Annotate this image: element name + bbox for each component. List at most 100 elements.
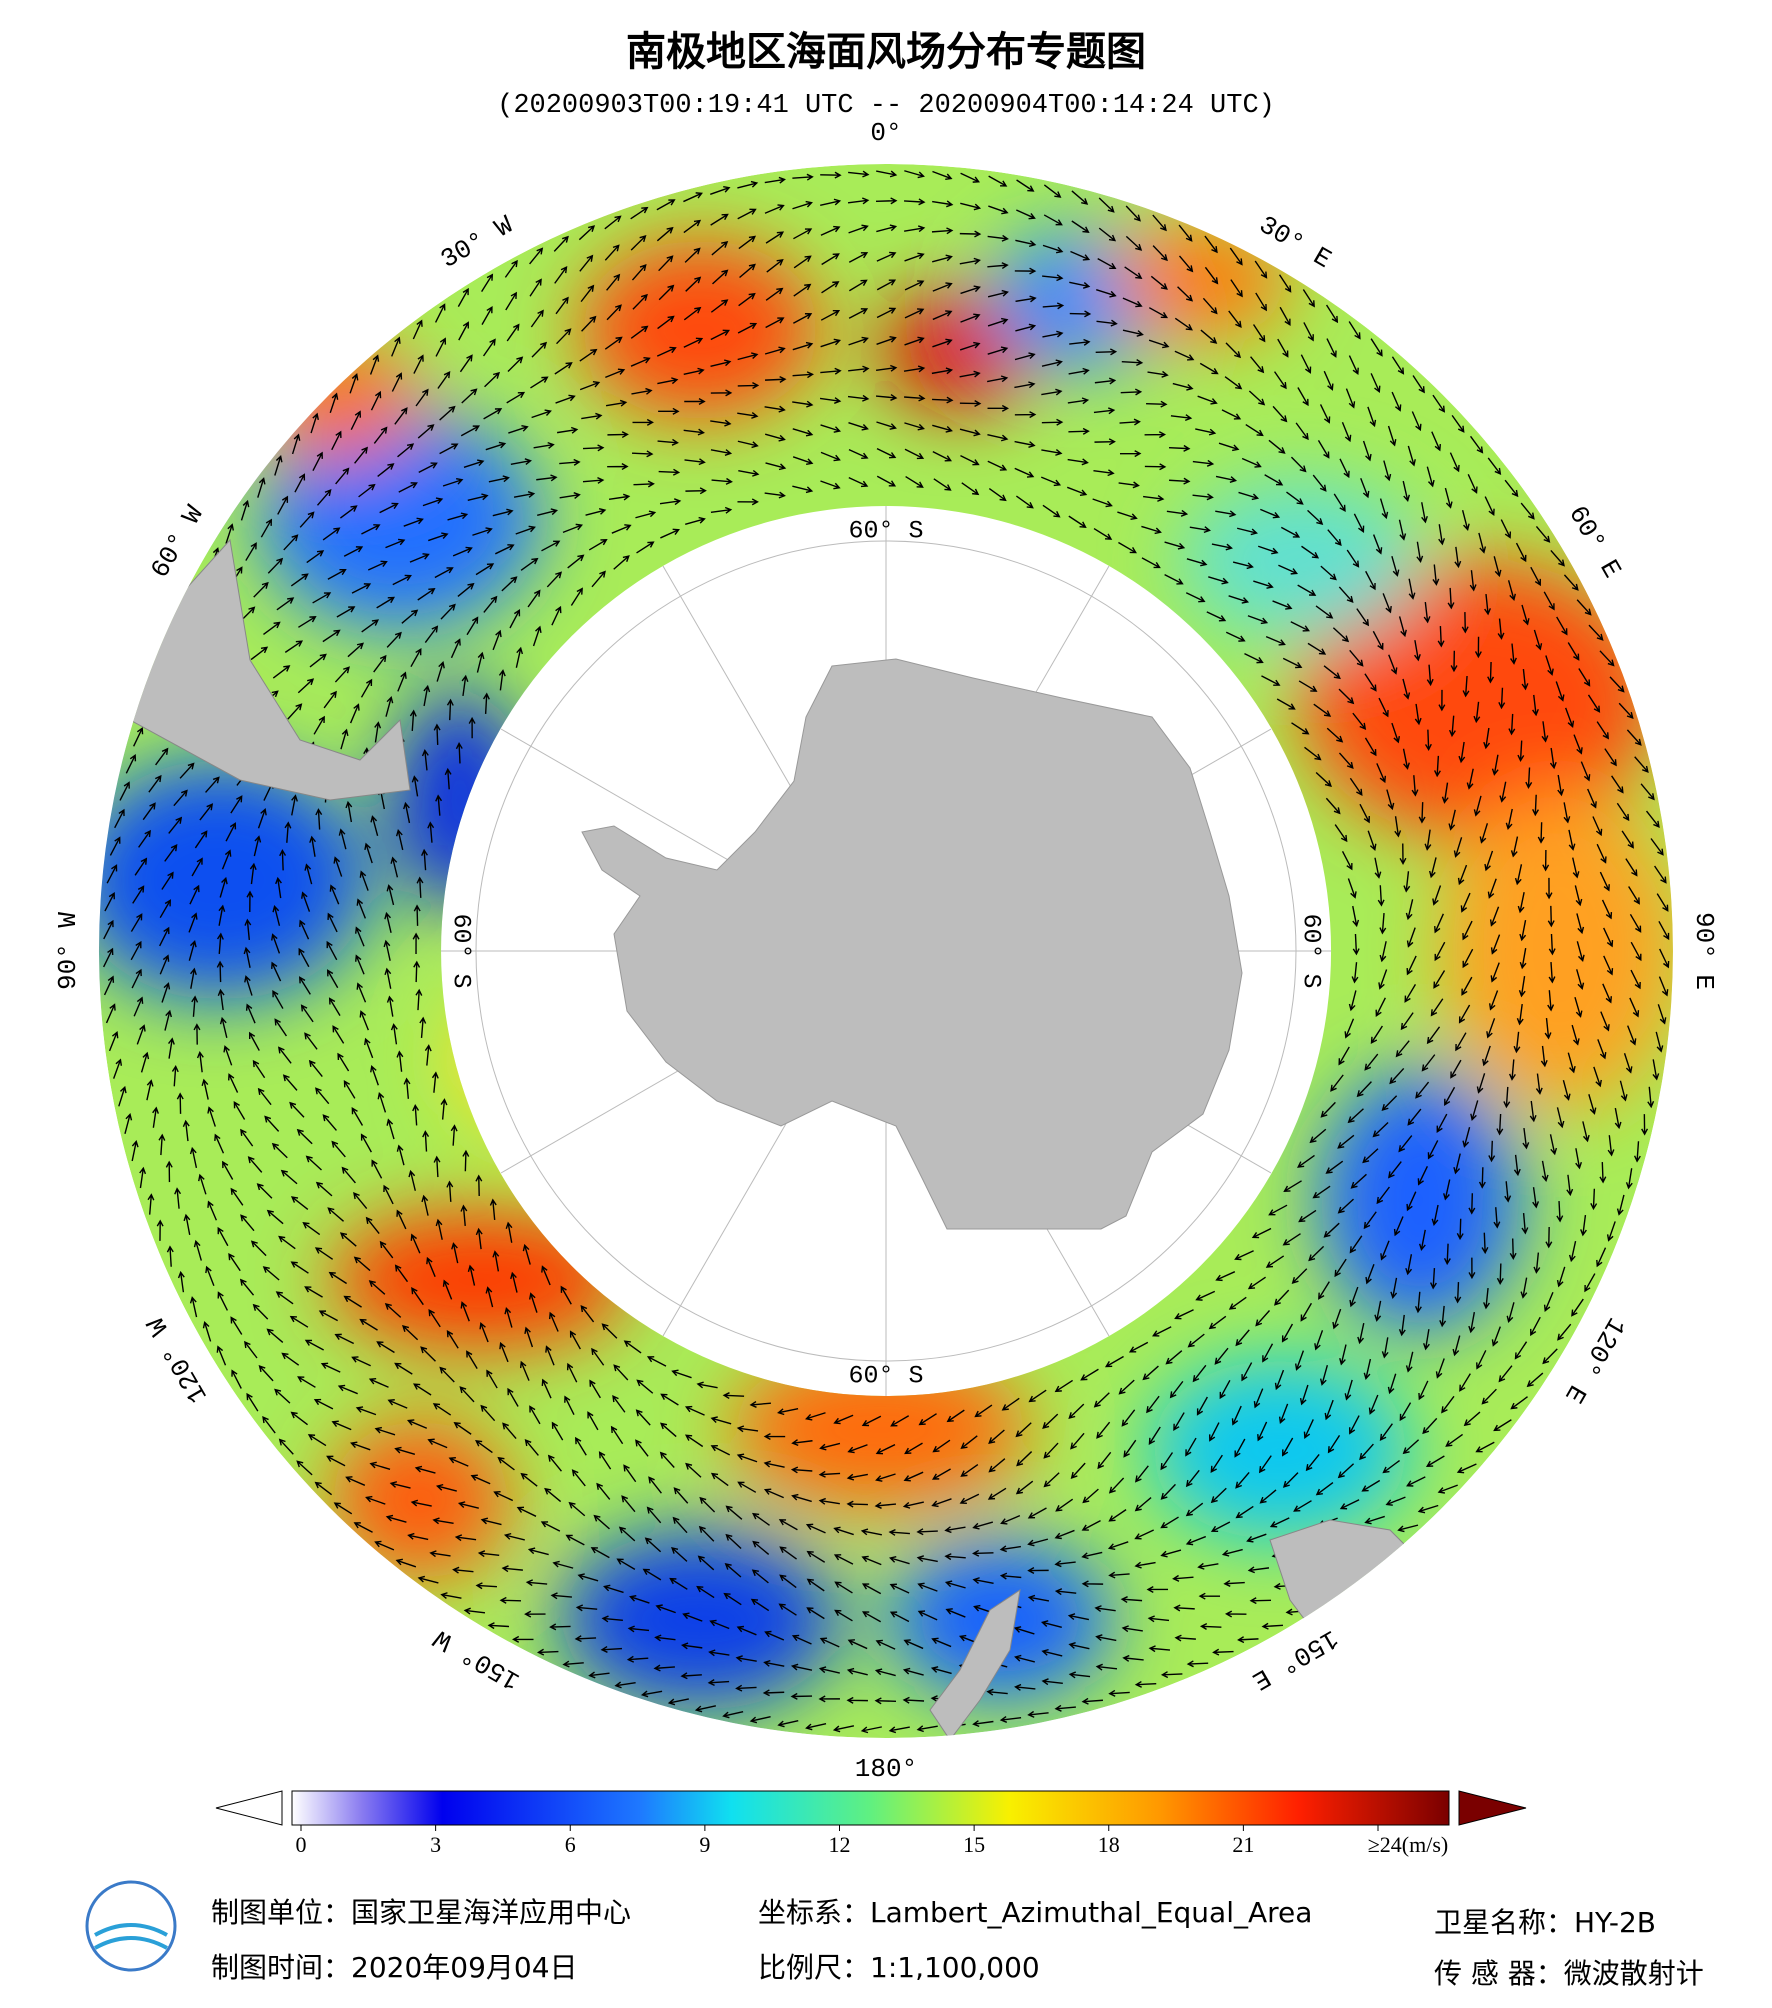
wind-arrow — [821, 253, 840, 266]
longitude-label: 180° — [855, 1754, 917, 1784]
wind-arrow — [607, 463, 629, 471]
wind-arrow — [1588, 624, 1604, 641]
wind-arrow — [1295, 422, 1309, 441]
wind-arrow — [174, 1187, 182, 1209]
wind-arrow — [345, 1476, 366, 1486]
wind-arrow — [1221, 1548, 1243, 1557]
wind-arrow — [1015, 1422, 1032, 1438]
wind-arrow — [179, 762, 195, 779]
south-america — [129, 538, 411, 801]
title: 南极地区海面风场分布专题图 — [626, 29, 1146, 75]
wind-arrow — [611, 524, 632, 534]
wind-arrow — [737, 498, 759, 506]
wind-arrow — [1121, 1409, 1136, 1427]
wind-arrow — [1210, 1487, 1227, 1504]
colorbar-scale — [291, 1790, 1450, 1826]
wind-arrow — [1098, 227, 1117, 242]
wind-arrow — [642, 1568, 662, 1581]
wind-arrow — [654, 1634, 676, 1642]
wind-arrow — [1362, 1148, 1379, 1164]
wind-arrow — [710, 329, 730, 341]
wind-arrow — [1567, 642, 1580, 661]
wind-arrow — [1118, 1379, 1135, 1395]
wind-arrow — [1146, 1395, 1160, 1414]
wind-arrow — [1055, 1498, 1074, 1512]
wind-arrow — [1185, 592, 1206, 603]
wind-arrow — [406, 1419, 428, 1429]
wind-arrow — [1378, 969, 1388, 990]
wind-arrow — [1134, 1529, 1154, 1540]
wind-arrow — [1172, 1574, 1194, 1582]
wind-arrow — [793, 255, 812, 269]
wind-arrow — [188, 939, 197, 961]
wind-arrow — [1424, 829, 1432, 851]
wind-arrow — [530, 376, 549, 389]
wind-arrow — [403, 1077, 411, 1099]
wind-arrow — [723, 1592, 742, 1606]
wind-arrow — [1520, 502, 1535, 520]
wind-arrow — [296, 1128, 313, 1145]
wind-arrow — [335, 467, 350, 485]
wind-arrow — [1326, 727, 1344, 743]
wind-arrow — [1104, 1355, 1124, 1368]
wind-arrow — [276, 597, 295, 611]
wind-arrow — [525, 1579, 548, 1587]
wind-arrow — [314, 1247, 334, 1260]
wind-arrow — [765, 317, 785, 329]
wind-arrow — [1014, 440, 1036, 448]
wind-arrow — [1379, 498, 1389, 520]
wind-arrow — [305, 1155, 322, 1171]
wind-arrow — [1549, 1134, 1558, 1156]
wind-arrow — [1398, 1135, 1413, 1153]
wind-arrow — [1444, 487, 1453, 509]
colorbar-tick-label: 3 — [430, 1832, 441, 1857]
wind-arrow — [1185, 1469, 1200, 1488]
wind-arrow — [764, 433, 786, 442]
wind-arrow — [385, 538, 406, 549]
wind-arrow — [596, 1482, 611, 1500]
wind-arrow — [646, 1356, 667, 1367]
wind-arrow — [1603, 927, 1614, 948]
logo — [85, 1880, 177, 1972]
wind-arrow — [1426, 1026, 1441, 1045]
wind-arrow — [1545, 1226, 1553, 1249]
wind-arrow — [323, 690, 337, 709]
wind-arrow — [848, 477, 869, 488]
wind-arrow — [725, 1533, 742, 1550]
wind-arrow — [735, 1684, 757, 1692]
wind-arrow — [458, 321, 469, 341]
wind-arrow — [415, 988, 423, 1011]
wind-arrow — [751, 1512, 770, 1526]
wind-arrow — [656, 199, 676, 211]
wind-arrow — [1303, 322, 1314, 342]
wind-arrow — [1122, 329, 1144, 337]
wind-arrow — [167, 1037, 175, 1059]
wind-field — [98, 164, 1673, 1738]
wind-arrow — [207, 1106, 216, 1127]
wind-arrow — [290, 1411, 309, 1426]
wind-arrow — [333, 856, 343, 877]
wind-arrow — [140, 1051, 150, 1073]
wind-arrow — [791, 1634, 812, 1645]
wind-arrow — [459, 1386, 475, 1403]
wind-arrow — [1634, 756, 1649, 773]
wind-arrow — [484, 371, 501, 388]
wind-arrow — [1043, 1442, 1059, 1459]
wind-arrow — [1245, 423, 1264, 437]
wind-arrow — [1224, 1610, 1247, 1618]
wind-arrow — [1015, 495, 1034, 509]
wind-arrow — [531, 341, 548, 358]
wind-arrow — [1541, 1160, 1549, 1183]
wind-arrow — [457, 287, 469, 307]
wind-arrow — [1580, 761, 1591, 782]
wind-arrow — [792, 456, 814, 465]
wind-arrow — [1349, 777, 1363, 796]
wind-arrow — [904, 252, 925, 262]
wind-arrow — [1363, 1358, 1372, 1380]
wind-arrow — [384, 1302, 402, 1318]
wind-arrow — [1453, 837, 1463, 858]
wind-arrow — [360, 678, 373, 698]
wind-arrow — [1406, 955, 1417, 976]
wind-arrow — [252, 1303, 269, 1320]
wind-arrow — [1587, 788, 1597, 809]
